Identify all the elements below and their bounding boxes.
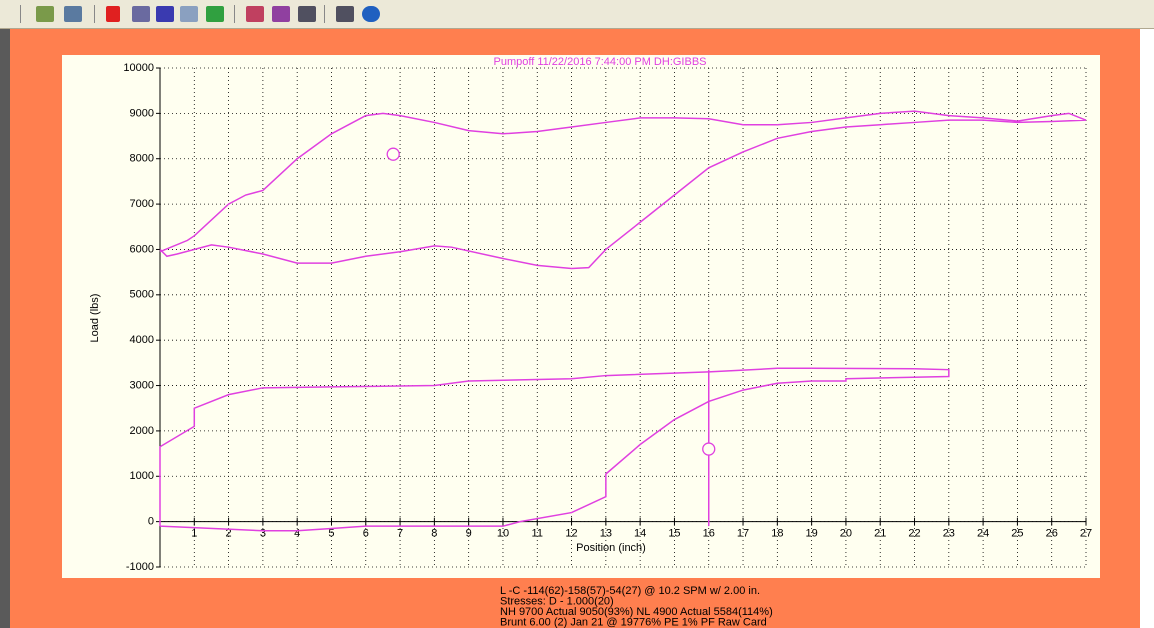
x-tick-label: 21 (874, 528, 886, 540)
x-tick-label: 13 (600, 528, 612, 540)
x-tick-label: 7 (397, 528, 403, 540)
y-tick-label: 9000 (130, 107, 154, 119)
footer-line: Stresses: D - 1.000(20) (500, 595, 614, 607)
x-tick-label: 25 (1011, 528, 1023, 540)
y-tick-label: 1000 (130, 470, 154, 482)
y-tick-label: 3000 (130, 379, 154, 391)
plot-background (62, 55, 1100, 578)
x-tick-label: 10 (497, 528, 509, 540)
x-tick-label: 16 (703, 528, 715, 540)
y-axis-label: Load (lbs) (89, 294, 101, 343)
x-tick-label: 5 (328, 528, 334, 540)
x-tick-label: 14 (634, 528, 646, 540)
x-tick-label: 6 (363, 528, 369, 540)
x-tick-label: 19 (806, 528, 818, 540)
tool-button[interactable] (156, 6, 174, 22)
tool-button[interactable] (298, 6, 316, 22)
x-tick-label: 26 (1046, 528, 1058, 540)
y-tick-label: 2000 (130, 425, 154, 437)
tool-button[interactable] (132, 6, 150, 22)
tool-button[interactable] (362, 6, 380, 22)
x-tick-label: 22 (908, 528, 920, 540)
separator (20, 5, 21, 23)
y-tick-label: 8000 (130, 153, 154, 165)
y-tick-label: 5000 (130, 289, 154, 301)
x-tick-label: 24 (977, 528, 989, 540)
x-tick-label: 8 (431, 528, 437, 540)
y-tick-label: -1000 (126, 561, 154, 573)
x-tick-label: 2 (226, 528, 232, 540)
y-tick-label: 7000 (130, 198, 154, 210)
footer-line: L -C -114(62)-158(57)-54(27) @ 10.2 SPM … (500, 585, 760, 597)
tool-button[interactable] (180, 6, 198, 22)
separator (94, 5, 95, 23)
marker (386, 147, 400, 161)
tool-button[interactable] (106, 6, 120, 22)
x-tick-label: 11 (532, 528, 543, 540)
x-tick-label: 17 (737, 528, 749, 540)
footer-line: NH 9700 Actual 9050(93%) NL 4900 Actual … (500, 606, 773, 618)
series-line (159, 367, 950, 532)
chart-title: Pumpoff 11/22/2016 7:44:00 PM DH:GIBBS (494, 56, 707, 68)
x-tick-label: 12 (565, 528, 577, 540)
y-tick-label: 4000 (130, 334, 154, 346)
x-tick-label: 15 (668, 528, 680, 540)
x-tick-label: 18 (771, 528, 783, 540)
x-tick-label: 23 (943, 528, 955, 540)
y-tick-label: 0 (148, 516, 154, 528)
x-tick-label: 3 (260, 528, 266, 540)
series-line (159, 110, 1087, 270)
x-tick-label: 9 (466, 528, 472, 540)
x-tick-label: 20 (840, 528, 852, 540)
tool-button[interactable] (246, 6, 264, 22)
tool-button[interactable] (64, 6, 82, 22)
x-tick-label: 27 (1080, 528, 1092, 540)
x-axis-label: Position (inch) (576, 542, 646, 554)
tool-button[interactable] (206, 6, 224, 22)
marker (702, 442, 716, 456)
tool-button[interactable] (272, 6, 290, 22)
y-tick-label: 6000 (130, 243, 154, 255)
footer-line: Brunt 6.00 (2) Jan 21 @ 19776% PE 1% PF … (500, 616, 767, 628)
toolbar (0, 0, 1154, 29)
tool-button[interactable] (336, 6, 354, 22)
separator (234, 5, 235, 23)
window-frame (0, 29, 10, 628)
x-tick-label: 4 (294, 528, 300, 540)
x-tick-label: 1 (191, 528, 197, 540)
tool-button[interactable] (36, 6, 54, 22)
separator (324, 5, 325, 23)
y-tick-label: 10000 (123, 62, 154, 74)
